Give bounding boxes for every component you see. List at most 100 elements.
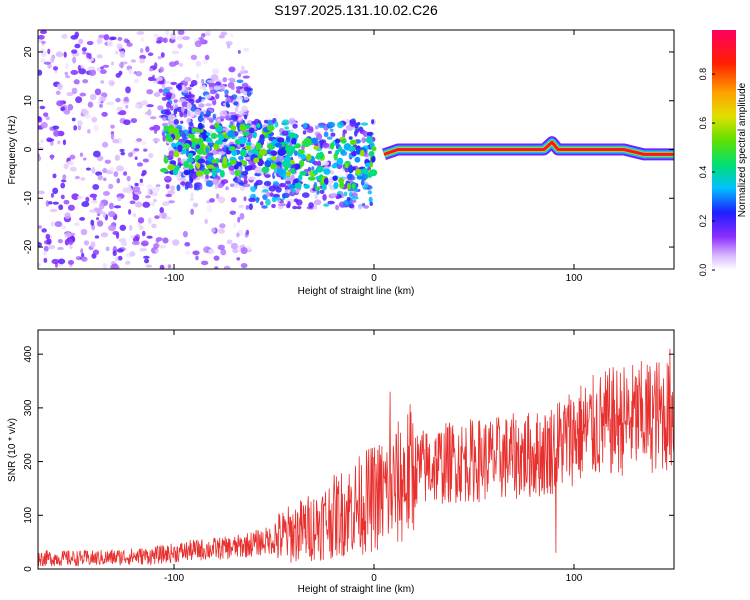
spectrogram-cell [52,187,59,195]
spectrogram-cell [356,146,361,155]
spectrogram-cell [319,189,325,195]
spectrogram-cell [132,194,140,201]
spectrogram-cell [225,128,229,133]
spectrogram-cell [45,200,50,207]
spectrogram-cell [159,264,165,269]
spectrogram-cell [363,173,369,179]
spectrogram-cell [205,103,212,107]
spectrogram-cell [64,231,72,238]
spectrogram-cell [135,71,143,77]
spectrogram-cell [139,178,144,183]
spectrogram-cell [216,118,222,122]
spectrogram-cell [343,191,348,197]
spectrogram-cell [302,122,308,129]
spectrogram-cell [258,148,267,156]
spectrogram-cell [177,157,182,164]
spectrogram-cell [226,239,233,245]
spectrogram-cell [70,69,79,76]
spectrogram-cell [97,174,104,181]
spectrogram-cell [248,203,253,211]
spectrogram-cell [229,79,236,83]
spectrogram-cell [262,188,269,193]
spectrogram-cell [81,201,90,208]
spectrogram-cell [101,141,109,148]
spectrogram-cell [139,247,148,252]
spectrogram-cell [293,178,299,184]
spectrogram-cell [102,262,108,269]
spectrogram-cell [173,119,180,125]
spectrogram-cell [126,42,133,47]
spectrogram-cell [233,101,239,106]
spectrogram-cell [237,72,242,78]
spectrogram-cell [117,196,122,202]
spectrogram-cell [206,79,215,84]
spectrogram-cell [115,256,119,262]
spectrogram-cell [119,148,125,153]
spectrogram-cell [191,141,196,148]
spectrogram-cell [195,60,202,67]
spectrogram-cell [110,133,115,140]
spectrogram-cell [314,125,319,130]
spectrogram-cell [167,190,175,195]
spectrogram-cell [172,127,180,134]
spectrogram-cell [52,173,57,179]
spectrogram-cell [147,188,151,196]
spectrogram-cell [173,99,178,103]
spectrogram-cell [99,69,107,75]
spectrogram-cell [210,132,218,140]
spectrogram-cell [219,115,226,120]
spectrogram-cell [110,81,115,86]
spectrogram-cell [335,204,340,211]
colorbar-tick-label: 0.4 [698,166,708,179]
spectrogram-cell [331,163,338,169]
spectrogram-cell [218,84,226,91]
spectrogram-cell [102,191,110,196]
spectrogram-cell [368,196,373,203]
spectrogram-cell [190,192,194,198]
spectrogram-cell [255,142,262,151]
spectrogram-cell [290,167,296,174]
spectrogram-cell [270,163,278,170]
spectrogram-cell [297,174,303,181]
spectrogram-cell [130,235,135,239]
spectrogram-cell [131,240,140,246]
spectrogram-cell [147,217,152,225]
spectrogram-cell [202,59,208,65]
spectrogram-cell [237,216,241,223]
y-tick-label: 0 [23,146,34,152]
spectrogram-cell [182,143,191,149]
spectrogram-cell [346,118,350,124]
spectrogram-cell [43,257,48,263]
spectrogram-cell [166,101,172,109]
spectrogram-cell [180,105,185,113]
spectrogram-cell [165,193,173,198]
spectrogram-cell [284,165,289,171]
spectrogram-cell [118,62,125,68]
y-tick-label: 20 [23,46,34,58]
spectrogram-cell [129,251,136,257]
spectrogram-cell [217,183,224,189]
spectrogram-cell [234,169,242,177]
spectrogram-cell [351,196,359,200]
spectrogram-cell [281,119,290,126]
spectrogram-cell [245,145,252,151]
spectrogram-cell [301,192,310,199]
spectrogram-cell [115,264,120,269]
spectrogram-cell [193,184,198,191]
spectrogram-cell [230,197,237,203]
spectrogram-cell [203,168,210,175]
spectrogram-cell [182,36,190,41]
y-tick-label: 0 [23,566,34,572]
spectrogram-cell [198,117,205,122]
spectrogram-cell [150,116,157,120]
spectrogram-cell [153,243,160,249]
spectrogram-cell [209,198,215,203]
spectrogram-cell [261,205,268,209]
spectrogram-cell [170,185,175,192]
spectrogram-cell [170,32,177,40]
spectrogram-cell [243,174,248,181]
spectrogram-cell [243,196,247,202]
spectrogram-cell [38,225,43,229]
spectrogram-cell [63,108,71,115]
spectrogram-cell [162,237,169,244]
